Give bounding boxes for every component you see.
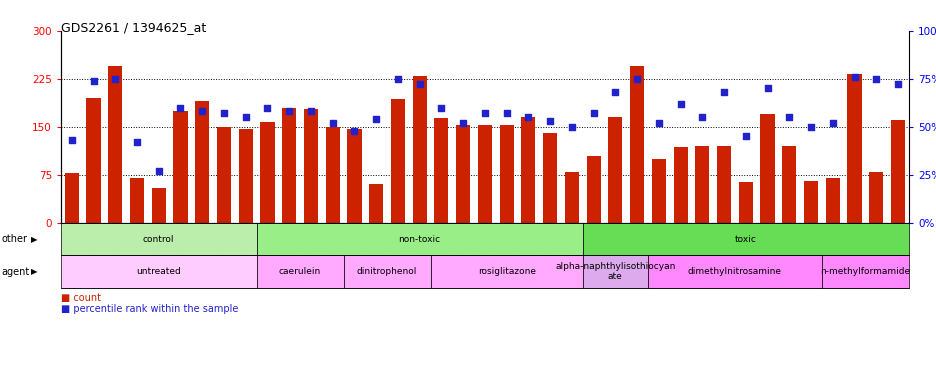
Text: ▶: ▶ [31, 267, 37, 276]
Text: toxic: toxic [734, 235, 756, 243]
Point [259, 104, 274, 111]
Bar [738, 182, 753, 223]
Point [499, 110, 514, 116]
Point [716, 89, 731, 95]
Bar [803, 181, 817, 223]
Bar [477, 126, 491, 223]
Bar [629, 66, 643, 223]
Point [216, 110, 231, 116]
Bar [108, 66, 123, 223]
Bar [434, 118, 448, 223]
Bar [543, 133, 557, 223]
Bar [869, 172, 883, 223]
Point [889, 81, 904, 88]
Point [738, 133, 753, 139]
Point [651, 120, 665, 126]
Point [672, 101, 687, 107]
Point [542, 118, 557, 124]
Bar [651, 159, 665, 223]
Bar [390, 99, 404, 223]
Text: alpha-naphthylisothiocyan
ate: alpha-naphthylisothiocyan ate [554, 262, 675, 281]
Point [803, 124, 818, 130]
Point [520, 114, 535, 120]
Text: other: other [2, 234, 28, 244]
Point [781, 114, 796, 120]
Bar [673, 147, 687, 223]
Point [129, 139, 144, 145]
Bar [782, 146, 796, 223]
Text: caerulein: caerulein [279, 267, 321, 276]
Point [390, 76, 405, 82]
Point [65, 137, 80, 143]
Point [455, 120, 470, 126]
Point [759, 85, 774, 91]
Point [563, 124, 578, 130]
Point [433, 104, 448, 111]
Point [629, 76, 644, 82]
Text: GDS2261 / 1394625_at: GDS2261 / 1394625_at [61, 21, 206, 34]
Bar [564, 172, 578, 223]
Bar [716, 146, 730, 223]
Bar [86, 98, 100, 223]
Bar [173, 111, 187, 223]
Point [151, 168, 166, 174]
Text: dinitrophenol: dinitrophenol [357, 267, 417, 276]
Bar [412, 76, 426, 223]
Bar [326, 127, 340, 223]
Text: untreated: untreated [137, 267, 181, 276]
Point [86, 78, 101, 84]
Bar [586, 156, 600, 223]
Point [173, 104, 188, 111]
Text: control: control [143, 235, 174, 243]
Bar [152, 187, 166, 223]
Bar [607, 117, 622, 223]
Text: rosiglitazone: rosiglitazone [477, 267, 535, 276]
Bar [846, 74, 861, 223]
Bar [347, 129, 361, 223]
Bar [369, 184, 383, 223]
Point [346, 127, 361, 134]
Text: non-toxic: non-toxic [398, 235, 440, 243]
Point [846, 74, 861, 80]
Bar [282, 108, 296, 223]
Point [412, 81, 427, 88]
Bar [499, 126, 513, 223]
Bar [303, 109, 317, 223]
Bar [760, 114, 774, 223]
Bar [239, 129, 253, 223]
Bar [825, 178, 839, 223]
Point [108, 76, 123, 82]
Point [476, 110, 492, 116]
Text: dimethylnitrosamine: dimethylnitrosamine [687, 267, 782, 276]
Text: ■ percentile rank within the sample: ■ percentile rank within the sample [61, 304, 238, 314]
Point [195, 108, 210, 114]
Text: ▶: ▶ [31, 235, 37, 243]
Point [325, 120, 340, 126]
Point [282, 108, 297, 114]
Bar [520, 117, 534, 223]
Text: n-methylformamide: n-methylformamide [819, 267, 910, 276]
Point [303, 108, 318, 114]
Point [868, 76, 883, 82]
Point [607, 89, 622, 95]
Bar [890, 120, 904, 223]
Text: agent: agent [2, 266, 30, 277]
Point [695, 114, 709, 120]
Point [825, 120, 840, 126]
Bar [260, 122, 274, 223]
Bar [695, 146, 709, 223]
Bar [195, 101, 209, 223]
Bar [65, 173, 79, 223]
Bar [456, 126, 470, 223]
Bar [216, 127, 231, 223]
Point [368, 116, 383, 122]
Bar [130, 178, 144, 223]
Point [586, 110, 601, 116]
Point [238, 114, 253, 120]
Text: ■ count: ■ count [61, 293, 101, 303]
